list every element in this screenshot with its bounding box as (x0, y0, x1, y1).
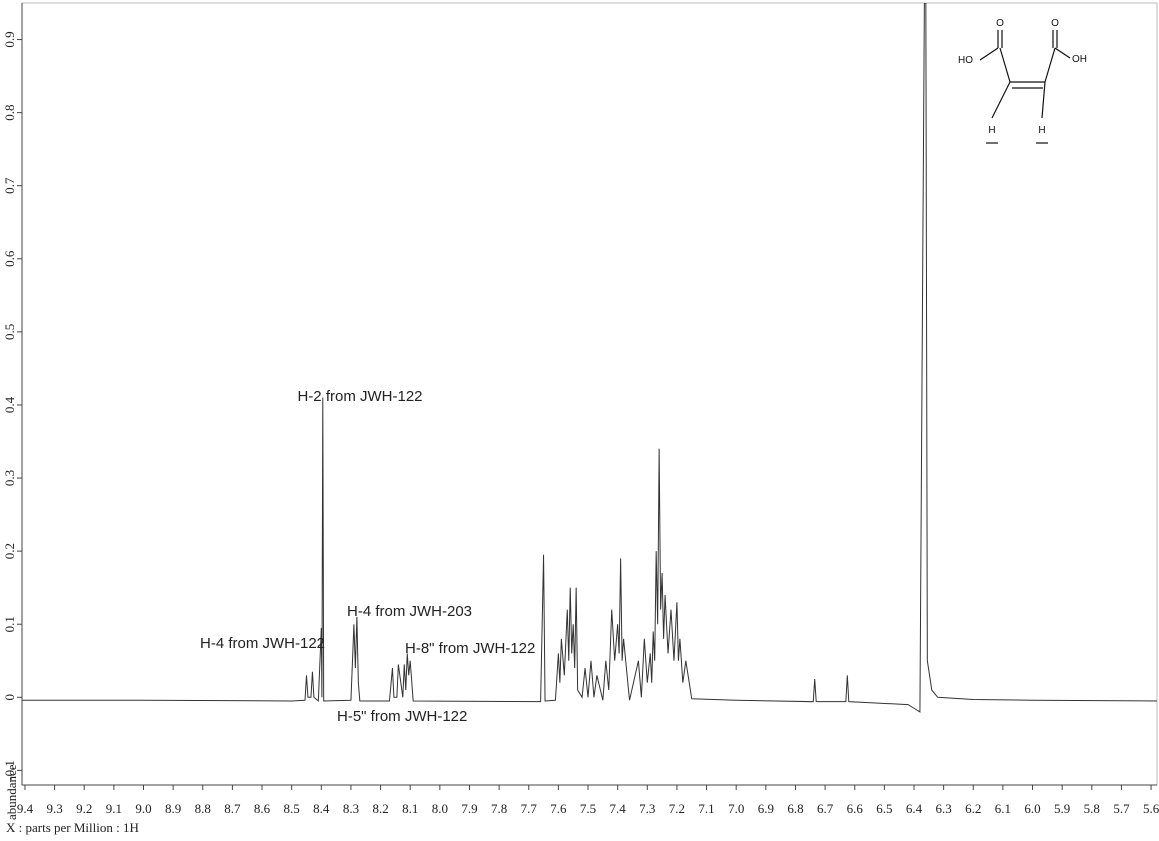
x-tick-label: 8.3 (343, 801, 359, 816)
peak-annotation: H-2 from JWH-122 (297, 388, 422, 405)
peak-annotation: H-4 from JWH-122 (200, 635, 325, 652)
x-tick-label: 6.2 (965, 801, 981, 816)
x-tick-label: 7.2 (669, 801, 685, 816)
atom-label: H (1038, 125, 1045, 136)
plot-frame (21, 2, 1158, 786)
atom-label: H (988, 125, 995, 136)
x-tick-label: 9.3 (46, 801, 62, 816)
y-tick-label: 0.2 (2, 543, 17, 559)
y-tick-label: 0.6 (2, 250, 17, 267)
atom-label: O (1051, 18, 1059, 29)
x-tick-label: 7.8 (491, 801, 507, 816)
atom-label: OH (1072, 54, 1087, 65)
x-tick-label: 7.6 (550, 801, 567, 816)
x-tick-label: 6.6 (847, 801, 864, 816)
y-tick-label: 0.4 (2, 396, 17, 413)
y-tick-label: 0.8 (2, 105, 17, 121)
spectrum-line (22, 3, 1157, 713)
x-tick-label: 6.1 (995, 801, 1011, 816)
x-tick-label: 7.1 (698, 801, 714, 816)
y-tick-label: 0.1 (2, 616, 17, 632)
x-tick-label: 8.7 (224, 801, 241, 816)
y-tick-label: 0.5 (2, 324, 17, 340)
peak-annotation: H-8" from JWH-122 (405, 640, 535, 657)
y-tick-label: 0 (2, 694, 17, 701)
x-tick-label: 9.4 (17, 801, 34, 816)
x-tick-label: 5.8 (1084, 801, 1100, 816)
atom-label: O (996, 18, 1004, 29)
atom-label: HO (958, 55, 973, 66)
molecule (979, 30, 1071, 144)
x-tick-label: 7.7 (521, 801, 538, 816)
x-tick-label: 7.4 (610, 801, 627, 816)
x-tick-label: 7.5 (580, 801, 596, 816)
y-tick-label: 0.7 (2, 177, 17, 194)
x-tick-label: 6.7 (817, 801, 834, 816)
x-tick-label: 8.5 (284, 801, 300, 816)
x-tick-label: 7.0 (728, 801, 744, 816)
x-tick-label: 5.9 (1054, 801, 1070, 816)
x-tick-label: 6.5 (876, 801, 892, 816)
x-tick-label: 7.3 (639, 801, 655, 816)
x-tick-label: 8.0 (432, 801, 448, 816)
x-tick-label: 6.9 (758, 801, 774, 816)
x-tick-label: 8.9 (165, 801, 181, 816)
x-axis-label: X : parts per Million : 1H (6, 820, 139, 835)
peak-annotation: H-4 from JWH-203 (347, 603, 472, 620)
x-tick-label: 9.1 (106, 801, 122, 816)
x-tick-label: 8.1 (402, 801, 418, 816)
x-tick-label: 7.9 (461, 801, 477, 816)
x-tick-label: 5.6 (1143, 801, 1159, 816)
y-tick-label: 0.9 (2, 31, 17, 47)
x-tick-label: 6.0 (1024, 801, 1040, 816)
x-tick-label: 5.7 (1113, 801, 1130, 816)
peak-annotation: H-5" from JWH-122 (337, 708, 467, 725)
x-tick-label: 6.3 (936, 801, 952, 816)
x-tick-label: 9.0 (135, 801, 151, 816)
x-tick-label: 6.8 (787, 801, 803, 816)
x-tick-label: 8.6 (254, 801, 271, 816)
y-tick-label: 0.3 (2, 470, 17, 486)
x-tick-label: 6.4 (906, 801, 923, 816)
x-tick-label: 8.4 (313, 801, 330, 816)
x-tick-label: 9.2 (76, 801, 92, 816)
x-tick-label: 8.8 (195, 801, 211, 816)
y-tick-label: -0.1 (2, 760, 17, 781)
y-axis-label: abundance (4, 764, 19, 820)
x-tick-label: 8.2 (372, 801, 388, 816)
